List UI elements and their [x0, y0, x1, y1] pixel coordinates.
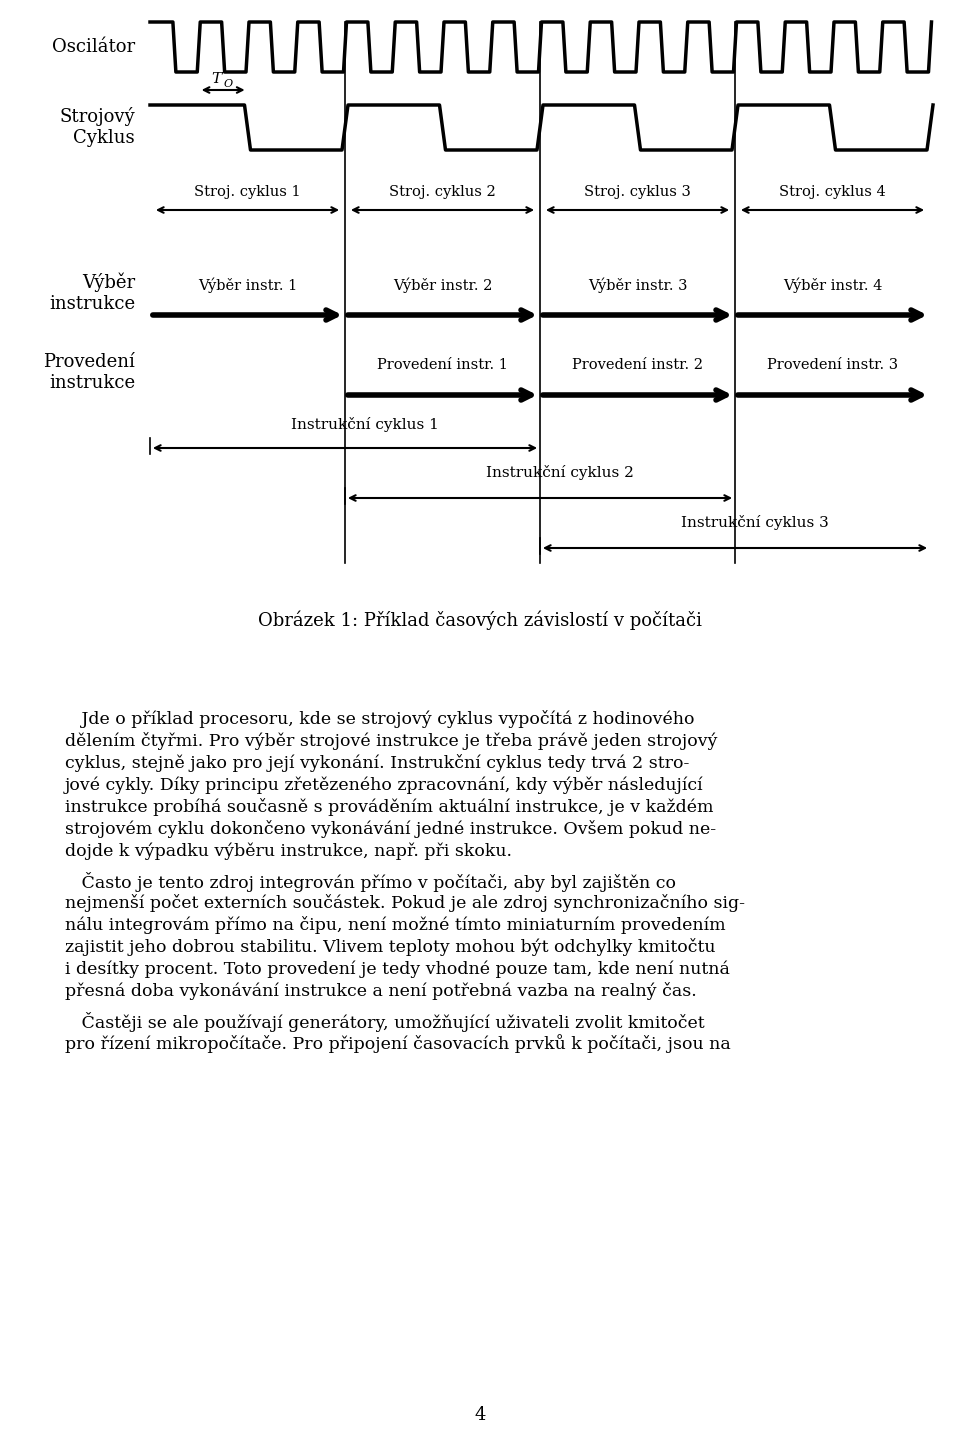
Text: Častěji se ale používají generátory, umožňující uživateli zvolit kmitočet: Častěji se ale používají generátory, umo… — [65, 1012, 705, 1032]
Text: dělením čtyřmi. Pro výběr strojové instrukce je třeba právě jeden strojový: dělením čtyřmi. Pro výběr strojové instr… — [65, 732, 717, 750]
Text: Provedení instr. 3: Provedení instr. 3 — [767, 359, 898, 372]
Text: Jde o příklad procesoru, kde se strojový cyklus vypočítá z hodinového: Jde o příklad procesoru, kde se strojový… — [65, 710, 694, 729]
Text: pro řízení mikropočítače. Pro připojení časovacích prvků k počítači, jsou na: pro řízení mikropočítače. Pro připojení … — [65, 1034, 731, 1053]
Text: Instrukční cyklus 1: Instrukční cyklus 1 — [291, 418, 439, 432]
Text: Obrázek 1: Příklad časových závislostí v počítači: Obrázek 1: Příklad časových závislostí v… — [258, 611, 702, 629]
Text: Provedení instr. 2: Provedení instr. 2 — [572, 359, 703, 372]
Text: cyklus, stejně jako pro její vykonání. Instrukční cyklus tedy trvá 2 stro-: cyklus, stejně jako pro její vykonání. I… — [65, 755, 689, 772]
Text: dojde k výpadku výběru instrukce, např. při skoku.: dojde k výpadku výběru instrukce, např. … — [65, 842, 512, 860]
Text: Oscilátor: Oscilátor — [52, 37, 135, 56]
Text: nálu integrovám přímo na čipu, není možné tímto miniaturním provedením: nálu integrovám přímo na čipu, není možn… — [65, 916, 726, 935]
Text: Výběr instr. 3: Výběr instr. 3 — [588, 278, 687, 292]
Text: Strojový
Cyklus: Strojový Cyklus — [60, 107, 135, 147]
Text: O: O — [223, 79, 232, 89]
Text: Stroj. cyklus 1: Stroj. cyklus 1 — [194, 184, 300, 199]
Text: Provedení
instrukce: Provedení instrukce — [43, 353, 135, 392]
Text: Provedení instr. 1: Provedení instr. 1 — [377, 359, 508, 372]
Text: strojovém cyklu dokončeno vykonávání jedné instrukce. Ovšem pokud ne-: strojovém cyklu dokončeno vykonávání jed… — [65, 819, 716, 838]
Text: Výběr
instrukce: Výběr instrukce — [49, 272, 135, 312]
Text: i desítky procent. Toto provedení je tedy vhodné pouze tam, kde není nutná: i desítky procent. Toto provedení je ted… — [65, 960, 730, 978]
Text: zajistit jeho dobrou stabilitu. Vlivem teploty mohou být odchylky kmitočtu: zajistit jeho dobrou stabilitu. Vlivem t… — [65, 937, 715, 956]
Text: Stroj. cyklus 2: Stroj. cyklus 2 — [389, 184, 496, 199]
Text: Stroj. cyklus 3: Stroj. cyklus 3 — [584, 184, 691, 199]
Text: jové cykly. Díky principu zřetězeného zpracovnání, kdy výběr následující: jové cykly. Díky principu zřetězeného zp… — [65, 776, 704, 793]
Text: T: T — [211, 72, 221, 86]
Text: nejmenší počet externích součástek. Pokud je ale zdroj synchronizačního sig-: nejmenší počet externích součástek. Poku… — [65, 894, 745, 912]
Text: Výběr instr. 2: Výběr instr. 2 — [393, 278, 492, 292]
Text: přesná doba vykonávání instrukce a není potřebná vazba na realný čas.: přesná doba vykonávání instrukce a není … — [65, 982, 697, 999]
Text: Výběr instr. 4: Výběr instr. 4 — [782, 278, 882, 292]
Text: Instrukční cyklus 2: Instrukční cyklus 2 — [486, 465, 634, 480]
Text: Výběr instr. 1: Výběr instr. 1 — [198, 278, 298, 292]
Text: Stroj. cyklus 4: Stroj. cyklus 4 — [780, 184, 886, 199]
Text: instrukce probíhá současně s prováděním aktuální instrukce, je v každém: instrukce probíhá současně s prováděním … — [65, 798, 713, 816]
Text: Často je tento zdroj integrován přímo v počítači, aby byl zajištěn co: Často je tento zdroj integrován přímo v … — [65, 873, 676, 891]
Text: Instrukční cyklus 3: Instrukční cyklus 3 — [681, 516, 828, 530]
Text: 4: 4 — [474, 1405, 486, 1424]
